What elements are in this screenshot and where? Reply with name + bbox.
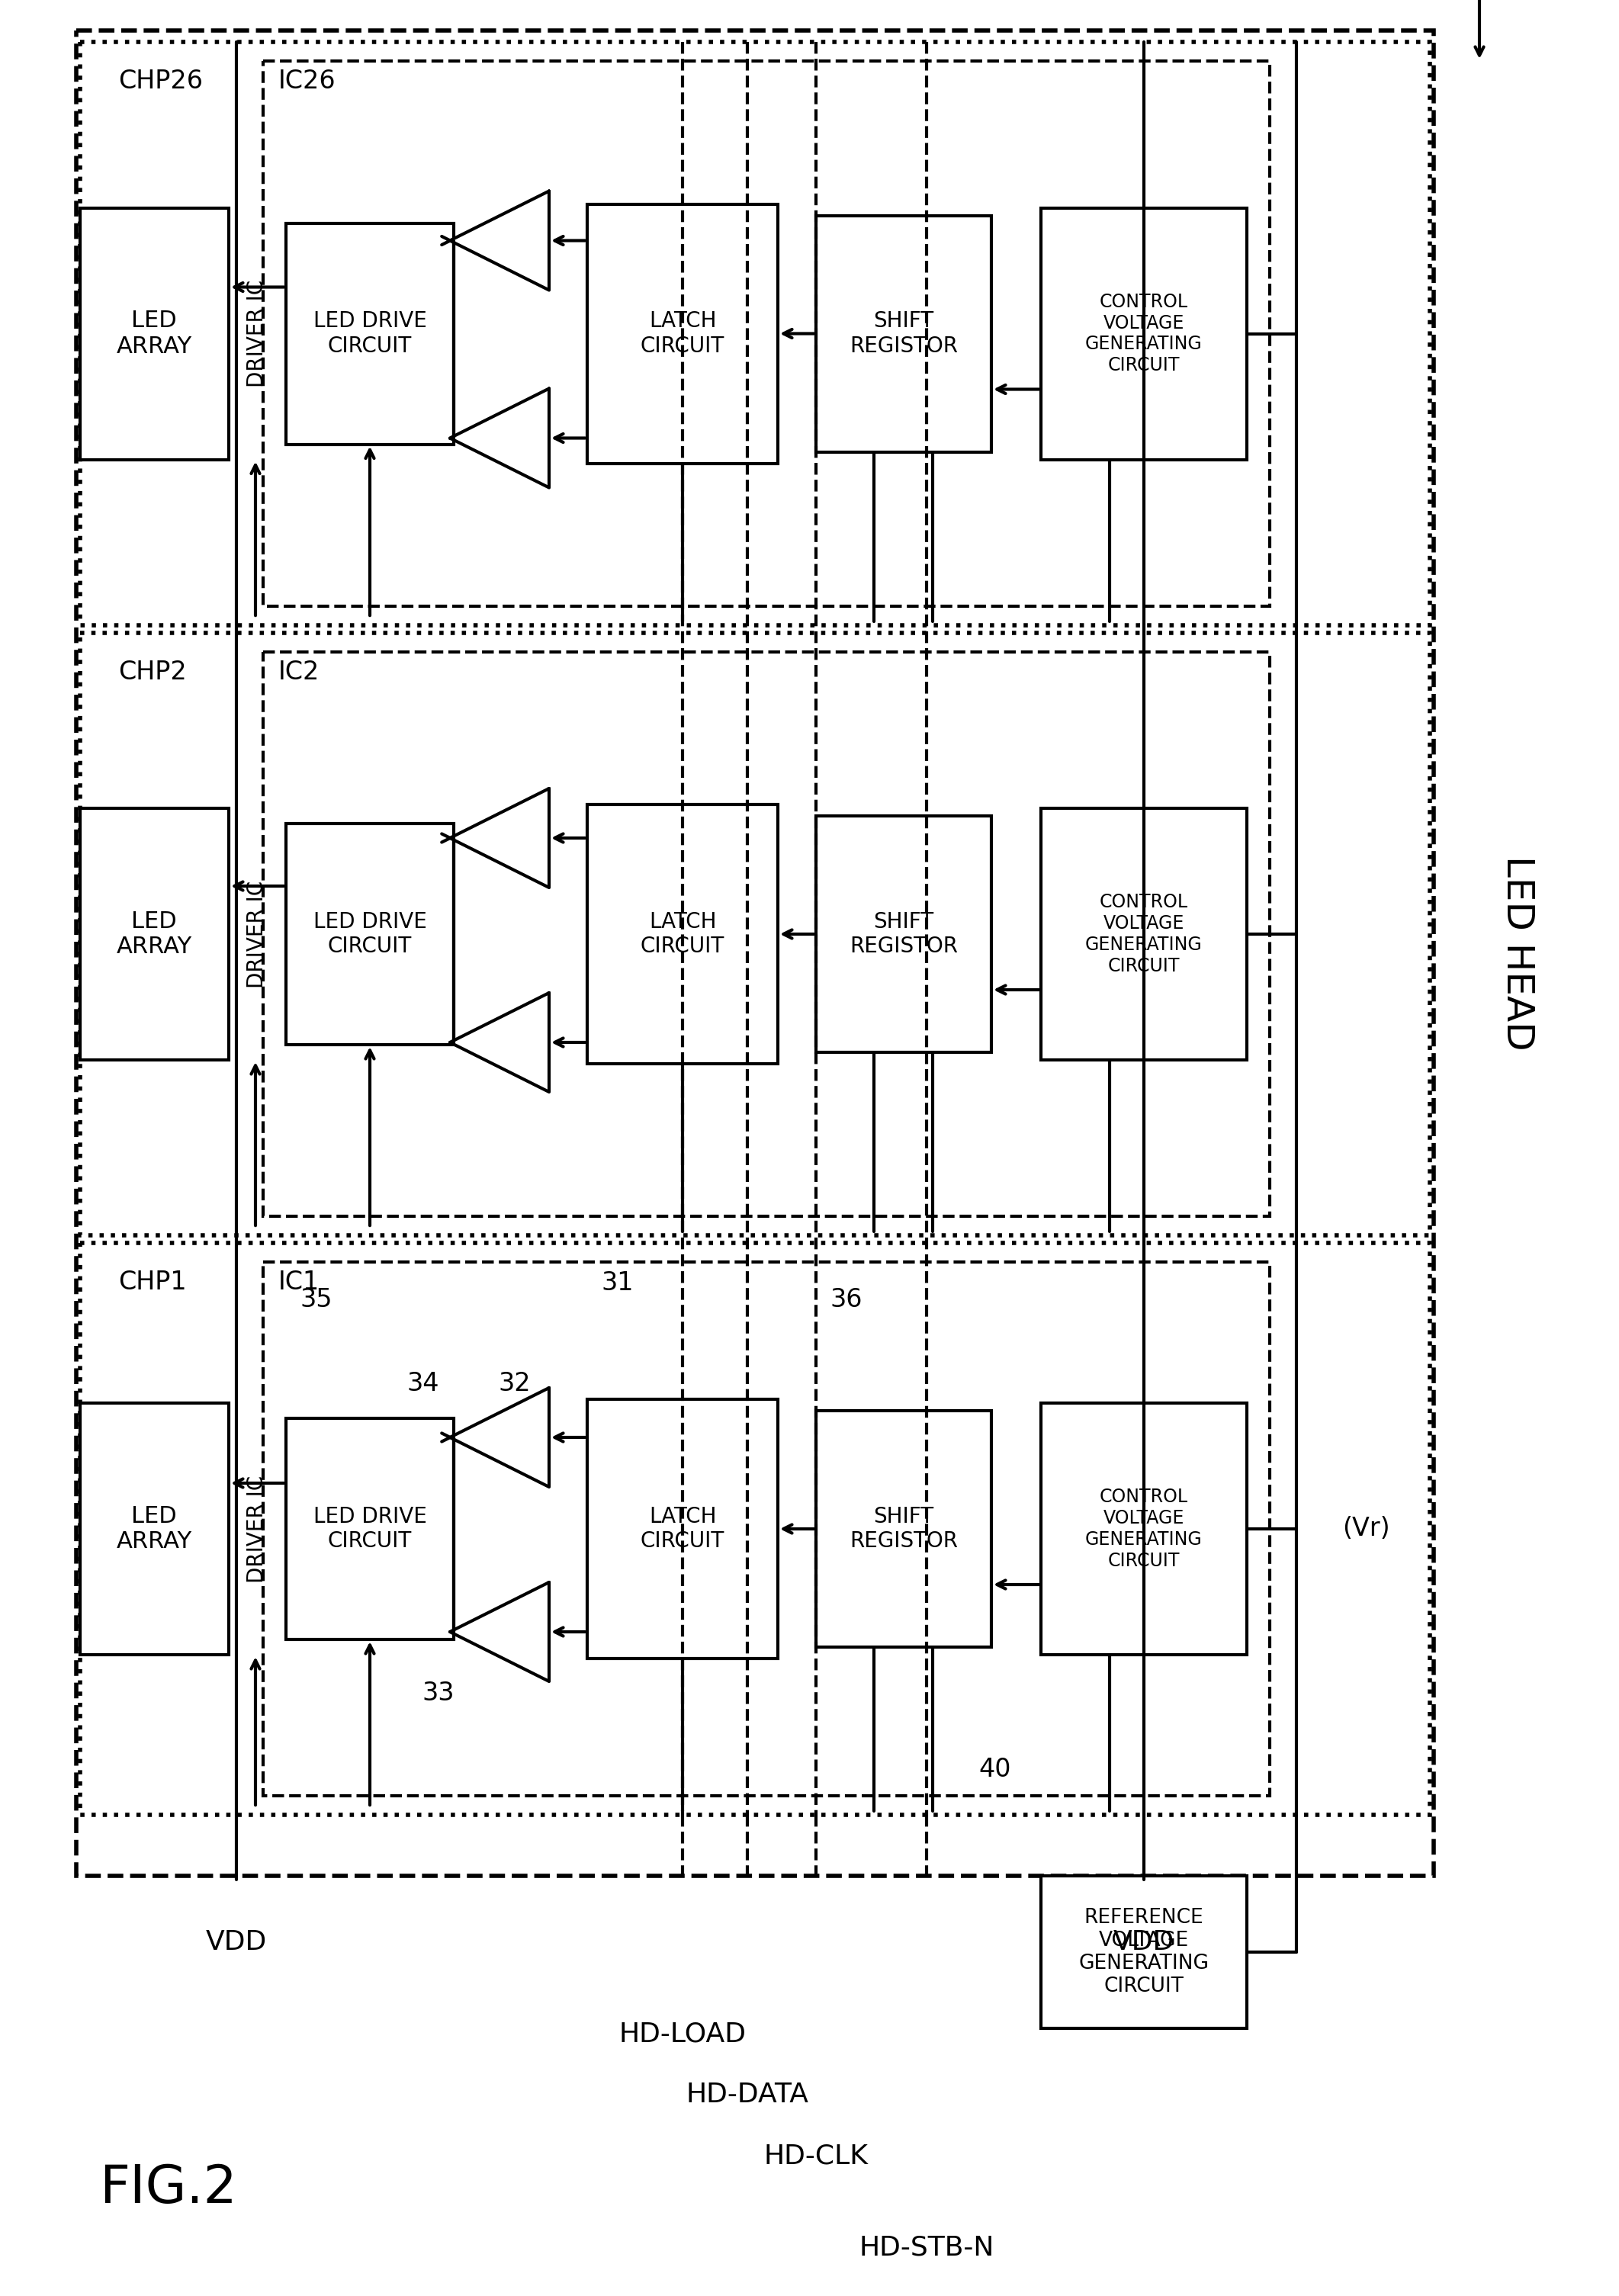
Text: HD-DATA: HD-DATA — [686, 2082, 810, 2108]
Bar — [264, 62, 1269, 606]
Text: LED DRIVE
CIRCUIT: LED DRIVE CIRCUIT — [312, 912, 427, 957]
Bar — [79, 209, 228, 459]
Text: DRIVER IC: DRIVER IC — [246, 879, 267, 987]
Text: HD-STB-N: HD-STB-N — [860, 2234, 994, 2259]
Bar — [79, 634, 1430, 1235]
Text: 40: 40 — [979, 1756, 1012, 1782]
Bar — [588, 204, 777, 464]
Text: 35: 35 — [300, 1288, 332, 1313]
Text: FIG.2: FIG.2 — [99, 2163, 236, 2213]
Polygon shape — [450, 191, 549, 289]
Text: 32: 32 — [499, 1371, 531, 1396]
Bar — [816, 1410, 991, 1646]
Text: DRIVER IC: DRIVER IC — [246, 1474, 267, 1582]
Text: (Vr): (Vr) — [1342, 1515, 1391, 1541]
Bar — [264, 1263, 1269, 1795]
Text: CONTROL
VOLTAGE
GENERATING
CIRCUIT: CONTROL VOLTAGE GENERATING CIRCUIT — [1085, 1488, 1203, 1570]
Bar — [588, 1398, 777, 1658]
Bar — [1041, 209, 1247, 459]
Bar — [76, 30, 1434, 1876]
Text: HD-LOAD: HD-LOAD — [618, 2020, 746, 2046]
Bar — [79, 41, 1430, 625]
Polygon shape — [450, 992, 549, 1093]
Bar — [1041, 808, 1247, 1061]
Text: IC1: IC1 — [278, 1270, 319, 1295]
Text: 33: 33 — [423, 1681, 455, 1706]
Text: CHP2: CHP2 — [118, 659, 186, 684]
Text: LATCH
CIRCUIT: LATCH CIRCUIT — [641, 912, 725, 957]
Text: VDD: VDD — [206, 1929, 267, 1956]
Polygon shape — [450, 388, 549, 487]
Text: LED HEAD: LED HEAD — [1499, 856, 1536, 1052]
Text: SHIFT
REGISTOR: SHIFT REGISTOR — [850, 310, 958, 356]
Text: IC2: IC2 — [278, 659, 321, 684]
Bar — [1041, 1876, 1247, 2027]
Text: LED
ARRAY: LED ARRAY — [117, 310, 191, 358]
Bar — [816, 216, 991, 452]
Bar — [79, 1403, 228, 1655]
Text: CONTROL
VOLTAGE
GENERATING
CIRCUIT: CONTROL VOLTAGE GENERATING CIRCUIT — [1085, 893, 1203, 976]
Text: CONTROL
VOLTAGE
GENERATING
CIRCUIT: CONTROL VOLTAGE GENERATING CIRCUIT — [1085, 292, 1203, 374]
Bar — [287, 824, 453, 1045]
Bar — [79, 1242, 1430, 1814]
Text: VDD: VDD — [1114, 1929, 1174, 1956]
Text: DRIVER IC: DRIVER IC — [246, 280, 267, 388]
Text: 31: 31 — [602, 1270, 635, 1295]
Text: HD-CLK: HD-CLK — [764, 2142, 868, 2170]
Text: CHP26: CHP26 — [118, 69, 202, 94]
Text: 36: 36 — [831, 1288, 863, 1313]
Text: LED DRIVE
CIRCUIT: LED DRIVE CIRCUIT — [312, 1506, 427, 1552]
Text: CHP1: CHP1 — [118, 1270, 186, 1295]
Text: SHIFT
REGISTOR: SHIFT REGISTOR — [850, 1506, 958, 1552]
Text: SHIFT
REGISTOR: SHIFT REGISTOR — [850, 912, 958, 957]
Bar — [816, 815, 991, 1052]
Bar — [588, 804, 777, 1063]
Text: LATCH
CIRCUIT: LATCH CIRCUIT — [641, 1506, 725, 1552]
Text: IC26: IC26 — [278, 69, 337, 94]
Bar — [1041, 1403, 1247, 1655]
Bar — [287, 1419, 453, 1639]
Text: LED DRIVE
CIRCUIT: LED DRIVE CIRCUIT — [312, 310, 427, 356]
Polygon shape — [450, 1387, 549, 1488]
Text: LED
ARRAY: LED ARRAY — [117, 909, 191, 957]
Bar — [287, 223, 453, 443]
Polygon shape — [450, 1582, 549, 1681]
Bar — [79, 808, 228, 1061]
Text: REFERENCE
VOLTAGE
GENERATING
CIRCUIT: REFERENCE VOLTAGE GENERATING CIRCUIT — [1078, 1908, 1209, 1995]
Bar — [264, 652, 1269, 1217]
Polygon shape — [450, 788, 549, 889]
Text: 34: 34 — [406, 1371, 439, 1396]
Text: LED
ARRAY: LED ARRAY — [117, 1504, 191, 1552]
Text: LATCH
CIRCUIT: LATCH CIRCUIT — [641, 310, 725, 356]
